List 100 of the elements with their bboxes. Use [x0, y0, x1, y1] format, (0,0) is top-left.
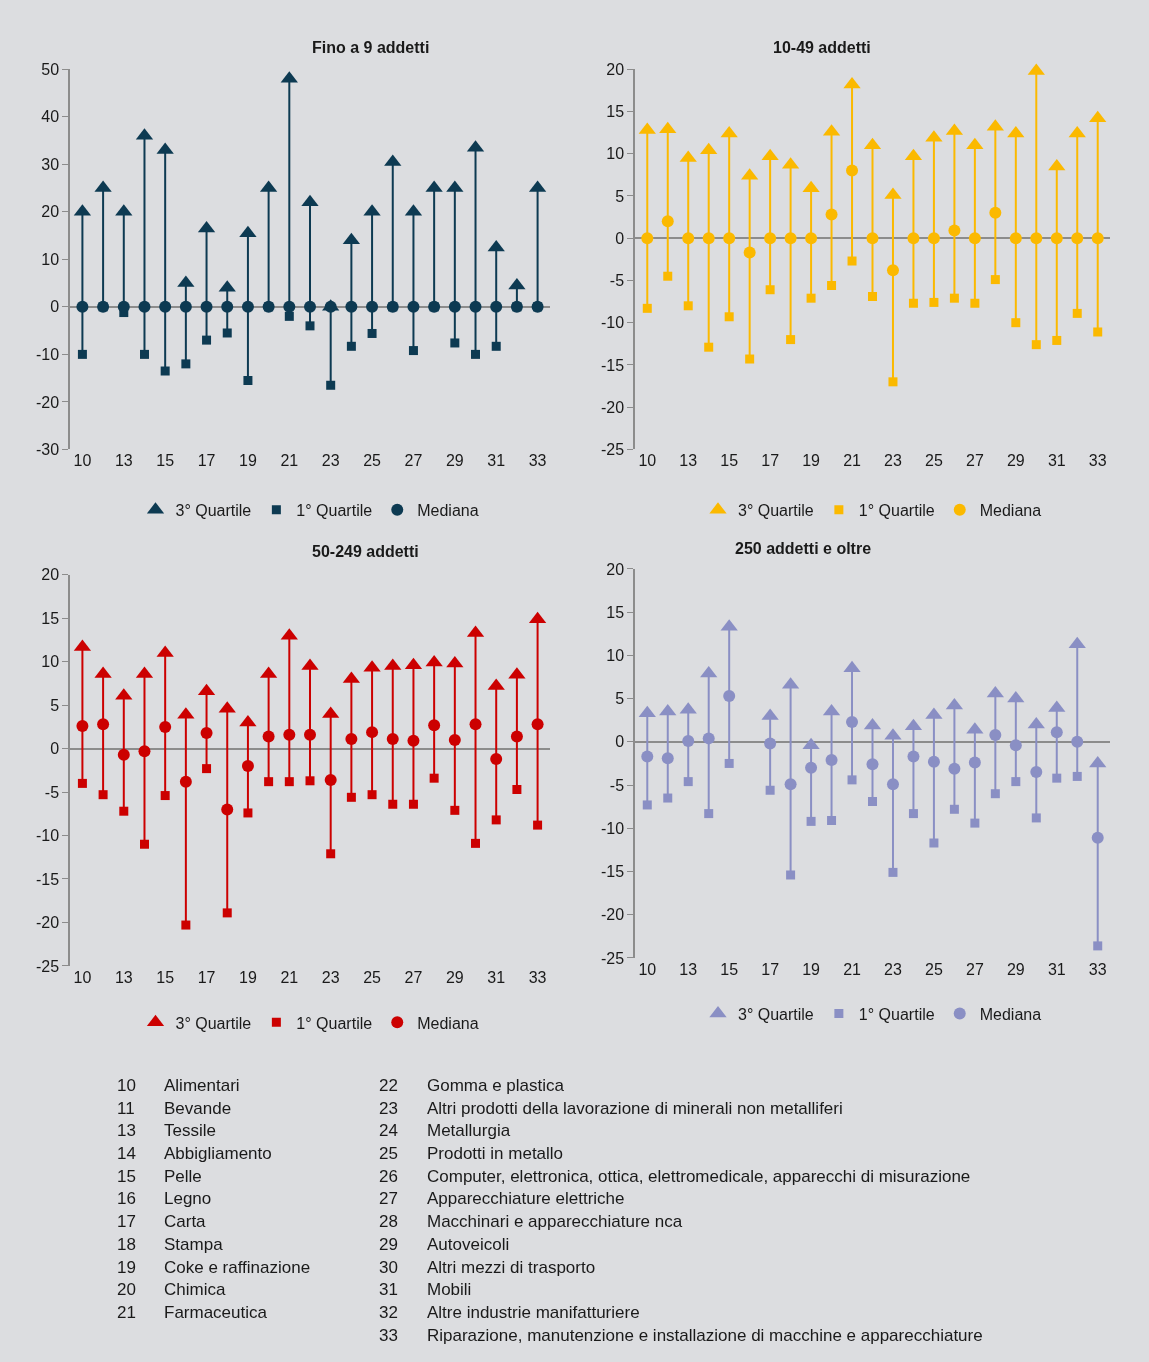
legend-label: 3° Quartile: [175, 1014, 252, 1032]
legend-label: Mediana: [979, 1005, 1042, 1023]
text: 11 Bevande: [117, 1099, 232, 1118]
point: [1011, 777, 1021, 787]
point: [222, 908, 232, 918]
point: [77, 349, 87, 359]
point: [908, 809, 918, 819]
point: [682, 734, 695, 747]
y-tick-label: -25: [600, 949, 625, 967]
point: [1068, 125, 1086, 138]
point: [642, 800, 652, 810]
point: [1052, 773, 1062, 783]
text: 15 Pelle: [117, 1167, 202, 1186]
point: [119, 806, 129, 816]
point: [490, 753, 503, 766]
text: 23 Altri prodotti della lavorazione di minerali non metalliferi: [379, 1099, 843, 1118]
point: [200, 727, 213, 739]
point: [968, 232, 981, 245]
point: [181, 359, 191, 369]
x-tick-label: 31: [487, 968, 506, 986]
point: [847, 256, 857, 266]
point: [533, 820, 543, 830]
x-tick-label: 23: [321, 968, 340, 986]
x-tick-label: 23: [884, 960, 902, 978]
point: [510, 730, 523, 743]
point: [700, 142, 718, 155]
point: [324, 773, 337, 786]
point: [283, 300, 296, 313]
point: [948, 762, 961, 775]
point: [262, 730, 275, 743]
point: [345, 300, 358, 313]
text: 19 Coke e raffinazione: [117, 1258, 311, 1277]
x-tick-label: 15: [720, 960, 739, 978]
x-tick-label: 15: [720, 452, 739, 470]
x-tick-label: 13: [679, 960, 698, 978]
point: [786, 335, 796, 345]
point: [469, 300, 482, 313]
point: [723, 690, 736, 702]
legend-label: 1° Quartile: [296, 1014, 373, 1032]
point: [448, 300, 461, 313]
x-tick-label: 31: [1047, 960, 1066, 978]
point: [1050, 726, 1063, 739]
point: [366, 726, 379, 739]
y-tick-label: -25: [600, 441, 625, 459]
point: [283, 728, 296, 741]
y-tick-label: 0: [50, 740, 60, 758]
x-tick-label: 27: [965, 452, 984, 470]
point: [159, 300, 172, 313]
x-tick-label: 10: [638, 960, 657, 978]
point: [1030, 232, 1043, 245]
point: [843, 660, 861, 673]
x-tick-label: 33: [1088, 960, 1107, 978]
point: [1052, 335, 1062, 345]
point: [386, 733, 399, 746]
point: [346, 792, 356, 802]
point: [450, 338, 460, 348]
y-tick-label: -20: [35, 393, 60, 411]
legend-label: Mediana: [979, 502, 1042, 520]
point: [429, 773, 439, 783]
y-tick-label: 10: [41, 250, 60, 268]
text: 32 Altre industrie manifatturiere: [379, 1303, 640, 1322]
chart-title: 250 addetti e oltre: [735, 540, 872, 557]
point: [222, 328, 232, 338]
text: 18 Stampa: [117, 1235, 223, 1254]
chart-title: 50-249 addetti: [312, 543, 419, 560]
point: [966, 137, 984, 150]
y-tick-label: 0: [50, 298, 60, 316]
x-tick-label: 25: [363, 968, 382, 986]
point: [1050, 232, 1063, 245]
point: [765, 785, 775, 795]
legend-label: 1° Quartile: [296, 502, 373, 520]
x-tick-label: 27: [404, 968, 423, 986]
x-tick-label: 19: [239, 968, 257, 986]
point: [508, 277, 526, 290]
point: [683, 777, 693, 787]
x-tick-label: 15: [156, 968, 175, 986]
point: [284, 777, 294, 787]
text: 33 Riparazione, manutenzione e installazione di macchine e apparecchiature: [379, 1326, 983, 1345]
point: [1091, 831, 1104, 844]
point: [641, 750, 654, 763]
point: [990, 275, 1000, 285]
y-tick-label: 10: [606, 145, 625, 163]
point: [221, 803, 234, 816]
point: [491, 341, 501, 351]
point: [471, 838, 481, 848]
text: 10 Alimentari: [117, 1076, 240, 1095]
legend-label: 1° Quartile: [858, 502, 935, 520]
point: [408, 799, 418, 809]
point: [304, 728, 316, 741]
point: [366, 300, 379, 313]
x-tick-label: 33: [1088, 452, 1107, 470]
point: [367, 790, 377, 800]
y-tick-label: -10: [600, 314, 625, 332]
point: [805, 761, 818, 774]
point: [888, 867, 898, 877]
point: [806, 816, 816, 826]
point: [886, 264, 899, 277]
x-tick-label: 19: [802, 452, 821, 470]
point: [970, 298, 980, 308]
x-tick-label: 21: [280, 452, 299, 470]
